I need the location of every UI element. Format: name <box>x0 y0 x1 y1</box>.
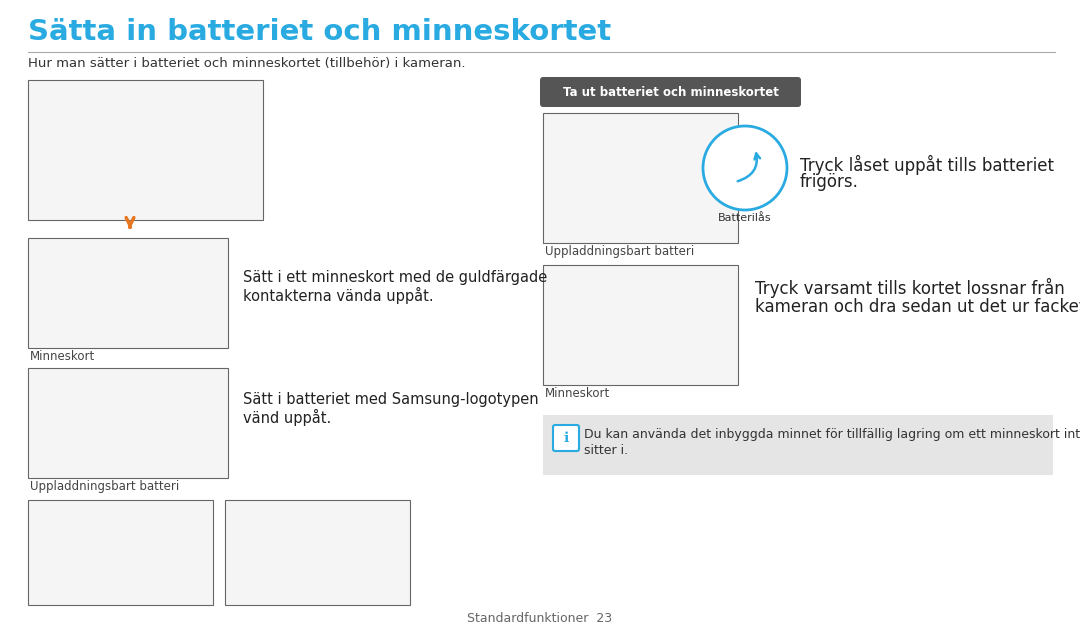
Bar <box>543 415 1053 475</box>
Text: Tryck låset uppåt tills batteriet: Tryck låset uppåt tills batteriet <box>800 155 1054 175</box>
Text: Uppladdningsbart batteri: Uppladdningsbart batteri <box>30 480 179 493</box>
Bar <box>28 80 264 220</box>
Text: sitter i.: sitter i. <box>584 444 629 457</box>
Text: Batterilås: Batterilås <box>718 213 772 223</box>
Text: kameran och dra sedan ut det ur facket.: kameran och dra sedan ut det ur facket. <box>755 298 1080 316</box>
Text: Minneskort: Minneskort <box>545 387 610 400</box>
Text: Standardfunktioner  23: Standardfunktioner 23 <box>468 612 612 625</box>
Text: Minneskort: Minneskort <box>30 350 95 363</box>
Text: Sätt i batteriet med Samsung-logotypen: Sätt i batteriet med Samsung-logotypen <box>243 392 539 407</box>
Bar <box>543 265 738 385</box>
Text: vänd uppåt.: vänd uppåt. <box>243 409 332 426</box>
Text: Tryck varsamt tills kortet lossnar från: Tryck varsamt tills kortet lossnar från <box>755 278 1065 298</box>
FancyBboxPatch shape <box>540 77 801 107</box>
Text: Sätta in batteriet och minneskortet: Sätta in batteriet och minneskortet <box>28 18 611 46</box>
Text: Uppladdningsbart batteri: Uppladdningsbart batteri <box>545 245 694 258</box>
Bar <box>543 113 738 243</box>
Bar <box>225 500 410 605</box>
Text: Hur man sätter i batteriet och minneskortet (tillbehör) i kameran.: Hur man sätter i batteriet och minneskor… <box>28 57 465 70</box>
Circle shape <box>703 126 787 210</box>
Text: ℹ: ℹ <box>564 431 569 445</box>
FancyBboxPatch shape <box>553 425 579 451</box>
Text: Sätt i ett minneskort med de guldfärgade: Sätt i ett minneskort med de guldfärgade <box>243 270 548 285</box>
Bar <box>28 238 228 348</box>
Bar <box>28 500 213 605</box>
Text: Ta ut batteriet och minneskortet: Ta ut batteriet och minneskortet <box>563 86 779 98</box>
Bar <box>28 368 228 478</box>
Text: Du kan använda det inbyggda minnet för tillfällig lagring om ett minneskort inte: Du kan använda det inbyggda minnet för t… <box>584 428 1080 441</box>
Text: frigörs.: frigörs. <box>800 173 859 191</box>
Text: kontakterna vända uppåt.: kontakterna vända uppåt. <box>243 287 434 304</box>
